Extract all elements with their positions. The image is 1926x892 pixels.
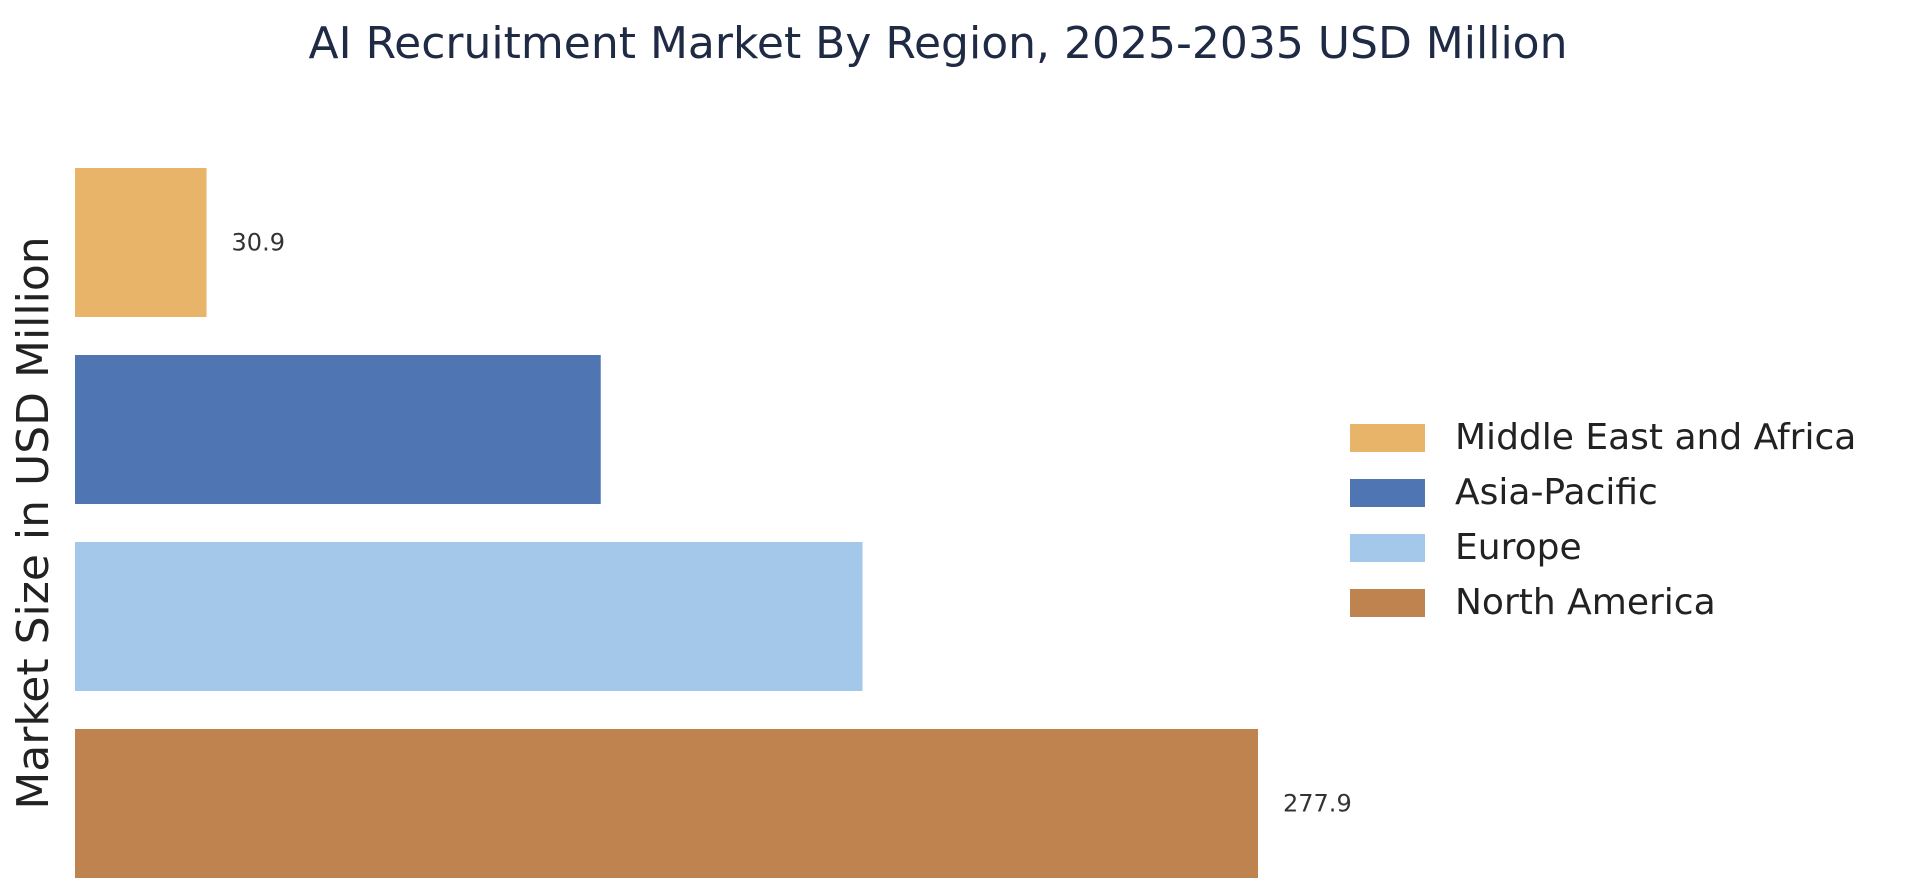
legend-swatch xyxy=(1350,478,1425,507)
value-label: 30.9 xyxy=(232,229,285,257)
bar-north-america xyxy=(75,729,1258,878)
bars-group: 30.9 277.9 xyxy=(75,168,1352,878)
legend-item: Europe xyxy=(1350,520,1856,575)
legend-swatch xyxy=(1350,533,1425,562)
legend-label: Europe xyxy=(1455,527,1582,568)
legend-item: Asia-Pacific xyxy=(1350,465,1856,520)
legend-label: Asia-Pacific xyxy=(1455,472,1658,513)
legend-item: North America xyxy=(1350,575,1856,630)
bar-middle-east-and-africa xyxy=(75,168,207,317)
bar-europe xyxy=(75,542,863,691)
chart-title: AI Recruitment Market By Region, 2025-20… xyxy=(308,18,1568,69)
legend-swatch xyxy=(1350,423,1425,452)
legend-item: Middle East and Africa xyxy=(1350,410,1856,465)
legend-swatch xyxy=(1350,588,1425,617)
legend-label: North America xyxy=(1455,582,1716,623)
legend: Middle East and Africa Asia-Pacific Europe… xyxy=(1350,410,1856,630)
legend-label: Middle East and Africa xyxy=(1455,417,1857,458)
y-axis-label: Market Size in USD Million xyxy=(8,236,59,809)
value-label: 277.9 xyxy=(1283,790,1352,818)
bar-asia-pacific xyxy=(75,355,601,504)
